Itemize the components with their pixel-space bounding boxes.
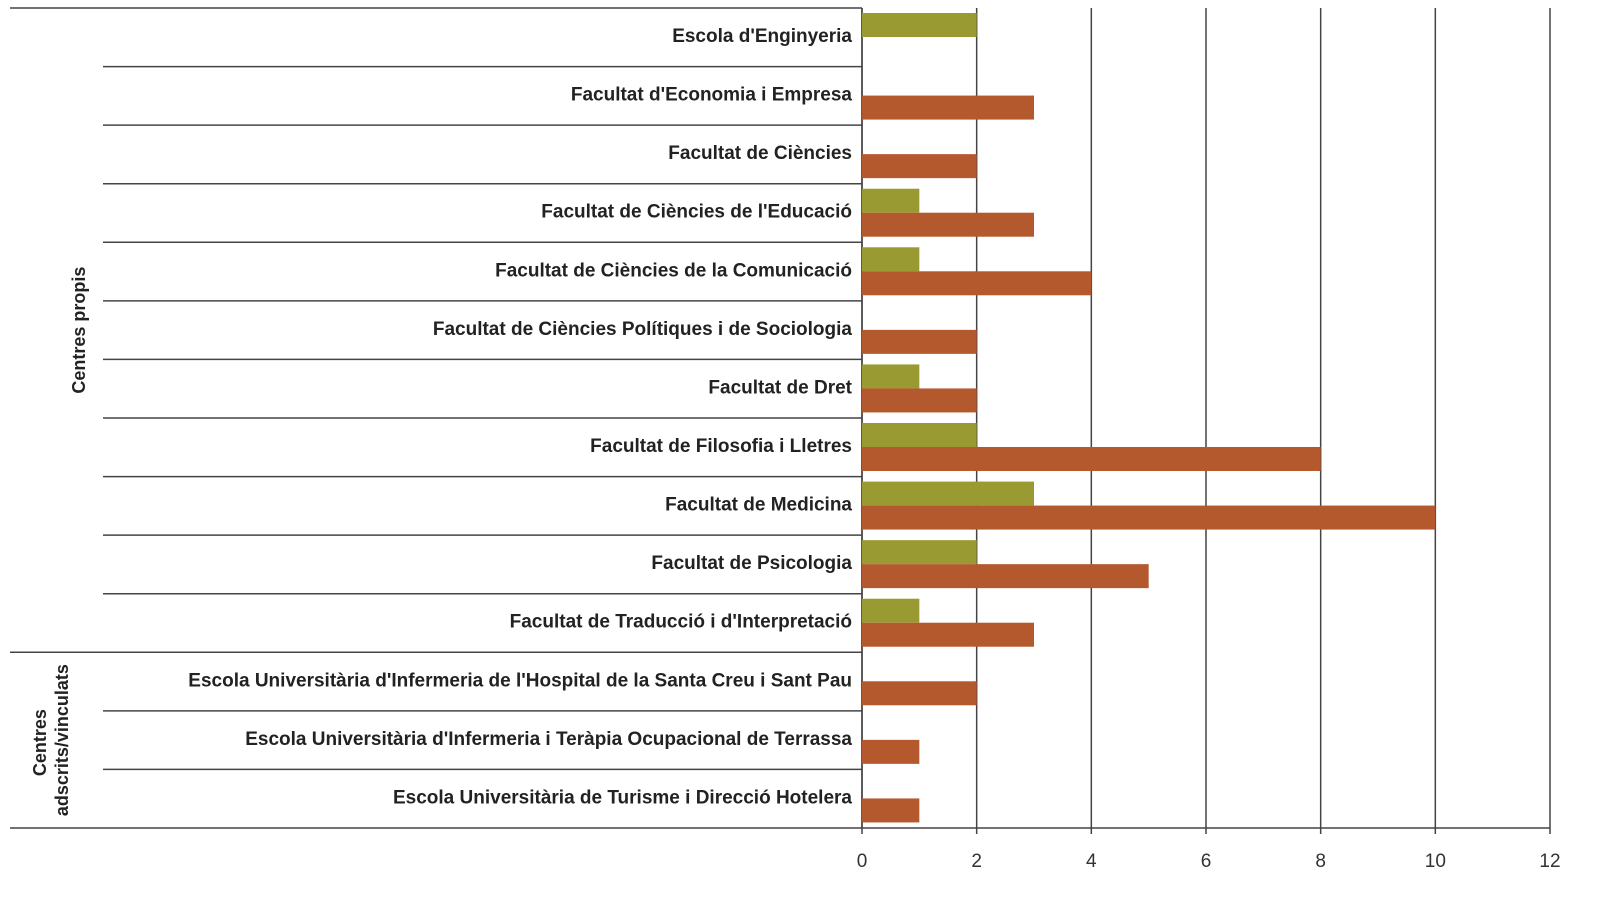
y-tick-label: Facultat de Medicina xyxy=(665,495,852,516)
bar xyxy=(862,247,920,272)
bar xyxy=(862,598,920,623)
bar xyxy=(862,329,977,354)
bar xyxy=(862,505,1436,530)
x-tick-label: 8 xyxy=(1315,851,1326,872)
bar xyxy=(862,622,1034,647)
x-tick-label: 12 xyxy=(1539,851,1560,872)
y-tick-label: Facultat de Filosofia i Lletres xyxy=(590,436,852,457)
y-tick-label: Facultat d'Economia i Empresa xyxy=(571,85,853,106)
x-tick-label: 0 xyxy=(857,851,868,872)
bar xyxy=(862,447,1321,471)
y-tick-label: Escola Universitària de Turisme i Direcc… xyxy=(393,787,852,808)
bar xyxy=(862,95,1034,120)
bar xyxy=(862,13,977,37)
y-tick-label: Facultat de Ciències de la Comunicació xyxy=(495,260,852,281)
x-tick-label: 10 xyxy=(1425,851,1446,872)
bar xyxy=(862,188,920,213)
bar xyxy=(862,364,920,389)
y-tick-label: Facultat de Dret xyxy=(708,377,852,398)
bar xyxy=(862,540,977,565)
bar xyxy=(862,681,977,706)
bar xyxy=(862,271,1092,296)
bar xyxy=(862,212,1034,237)
group-label: Centres adscrits/vinculats xyxy=(30,664,72,816)
bar xyxy=(862,739,920,764)
bar xyxy=(862,423,977,447)
group-label: Centres propis xyxy=(69,267,89,394)
y-tick-label: Facultat de Ciències xyxy=(668,143,852,164)
bar xyxy=(862,154,977,179)
y-tick-label: Facultat de Psicologia xyxy=(651,553,852,574)
y-tick-label: Escola Universitària d'Infermeria de l'H… xyxy=(188,670,852,691)
x-tick-label: 6 xyxy=(1201,851,1212,872)
bar xyxy=(862,388,977,413)
bar xyxy=(862,564,1149,589)
y-tick-label: Facultat de Ciències de l'Educació xyxy=(541,202,852,223)
x-tick-label: 2 xyxy=(971,851,982,872)
y-tick-label: Facultat de Ciències Polítiques i de Soc… xyxy=(433,319,853,340)
y-tick-label: Facultat de Traducció i d'Interpretació xyxy=(510,612,852,633)
y-tick-label: Escola d'Enginyeria xyxy=(672,26,852,47)
y-tick-label: Escola Universitària d'Infermeria i Terà… xyxy=(245,729,852,750)
bar xyxy=(862,798,920,823)
x-tick-label: 4 xyxy=(1086,851,1097,872)
bar xyxy=(862,481,1034,506)
